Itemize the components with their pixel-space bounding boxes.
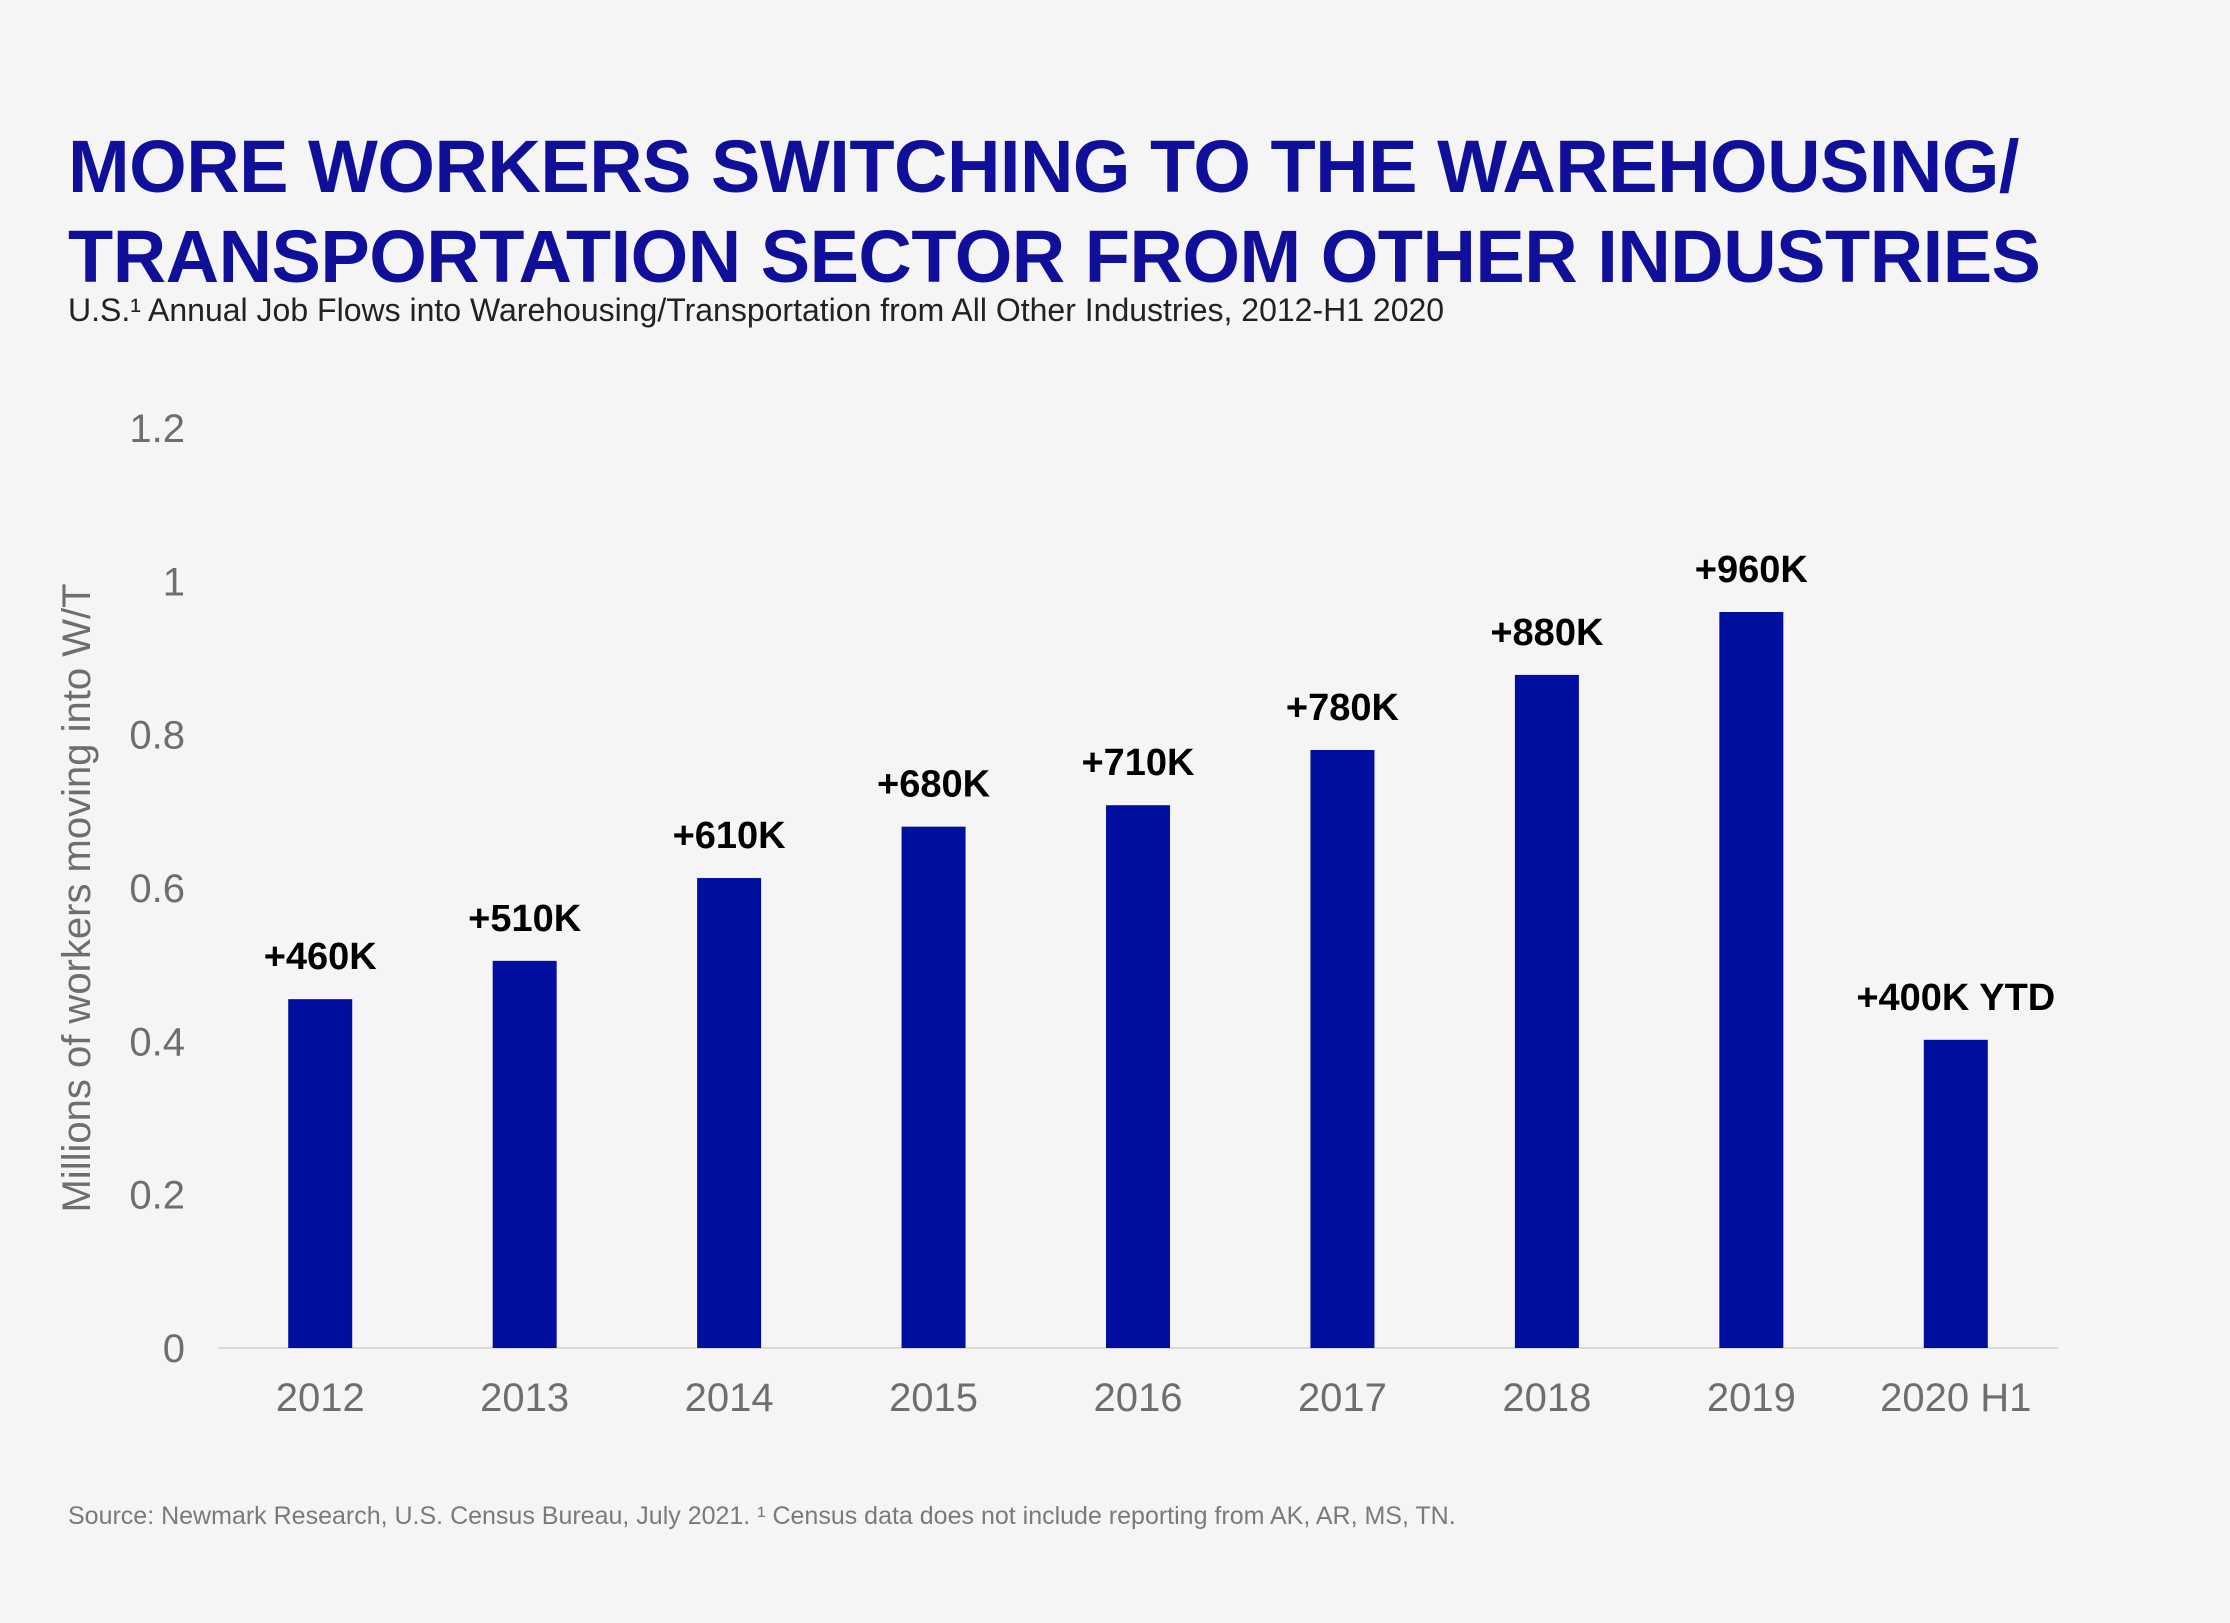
data-label: +680K	[877, 764, 991, 806]
y-tick-label: 0	[163, 1327, 185, 1371]
x-tick-label: 2016	[1094, 1376, 1183, 1420]
bar-2015	[901, 826, 966, 1348]
y-tick-label: 1.2	[129, 407, 185, 451]
y-axis-label: Millions of workers moving into W/T	[55, 583, 99, 1212]
bar-2020-h1	[1923, 1039, 1988, 1348]
data-label: +510K	[468, 898, 582, 940]
bar-2019	[1719, 612, 1784, 1348]
y-tick-label: 0.6	[129, 867, 185, 911]
x-tick-label: 2019	[1707, 1376, 1796, 1420]
chart-subtitle: U.S.¹ Annual Job Flows into Warehousing/…	[68, 292, 1445, 328]
x-axis-ticks: 2012 2013 2014 2015 2016 2017 2018 2019 2020 H1	[276, 1376, 2032, 1420]
y-tick-label: 1	[163, 560, 185, 604]
bars	[288, 612, 1988, 1348]
data-label: +400K YTD	[1856, 977, 2055, 1019]
data-label: +880K	[1490, 612, 1604, 654]
x-tick-label: 2014	[685, 1376, 774, 1420]
x-tick-label: 2015	[889, 1376, 978, 1420]
x-tick-label: 2017	[1298, 1376, 1387, 1420]
y-tick-label: 0.2	[129, 1174, 185, 1218]
data-label: +610K	[673, 815, 787, 857]
x-tick-label: 2012	[276, 1376, 365, 1420]
y-axis-ticks: 0 0.2 0.4 0.6 0.8 1 1.2	[129, 407, 185, 1371]
data-label: +960K	[1695, 549, 1809, 591]
bar-2013	[492, 960, 557, 1348]
source-note: Source: Newmark Research, U.S. Census Bu…	[68, 1502, 1456, 1530]
chart-title: MORE WORKERS SWITCHING TO THE WAREHOUSIN…	[68, 122, 2168, 302]
data-labels: +460K +510K +610K +680K +710K +780K +880K +960K…	[264, 549, 2056, 1019]
bar-2016	[1106, 805, 1170, 1348]
data-label: +710K	[1081, 742, 1195, 784]
chart-title-line-2: TRANSPORTATION SECTOR FROM OTHER INDUSTR…	[68, 215, 2041, 298]
bar-2018	[1514, 674, 1579, 1348]
bar-2017	[1310, 750, 1375, 1348]
x-tick-label: 2013	[480, 1376, 569, 1420]
x-tick-label: 2018	[1502, 1376, 1591, 1420]
data-label: +460K	[264, 936, 378, 978]
data-label: +780K	[1286, 687, 1400, 729]
y-tick-label: 0.8	[129, 714, 185, 758]
y-tick-label: 0.4	[129, 1020, 185, 1064]
y-axis-label-group: Millions of workers moving into W/T	[55, 583, 99, 1212]
bar-2014	[697, 878, 762, 1348]
x-tick-label: 2020 H1	[1880, 1376, 2031, 1420]
bar-2012	[288, 999, 353, 1348]
chart-title-line-1: MORE WORKERS SWITCHING TO THE WAREHOUSIN…	[68, 125, 2019, 208]
